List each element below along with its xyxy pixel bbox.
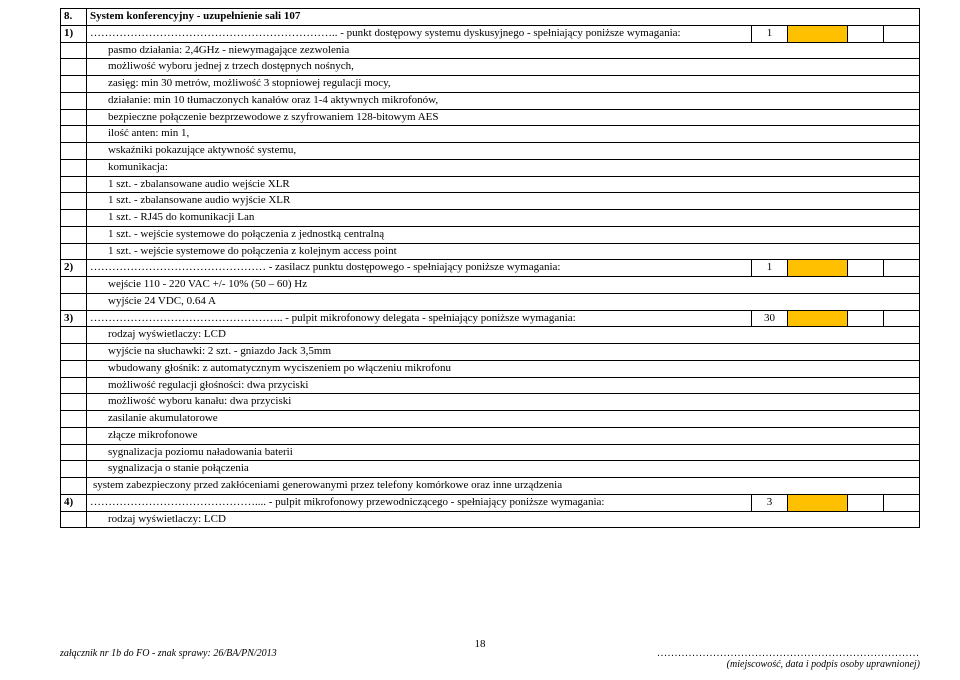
spec-line: system zabezpieczony przed zakłóceniami … (87, 478, 920, 495)
row-lead: …………………………………………….. - pulpit mikrofonowy… (87, 310, 752, 327)
blank-cell (847, 25, 883, 42)
row-num: 4) (61, 494, 87, 511)
blank-cell (847, 260, 883, 277)
spec-line: 1 szt. - wejście systemowe do połączenia… (90, 245, 916, 259)
row-num: 2) (61, 260, 87, 277)
spec-line: działanie: min 10 tłumaczonych kanałów o… (90, 94, 916, 108)
spec-line: wskaźniki pokazujące aktywność systemu, (90, 144, 916, 158)
spec-line: bezpieczne połączenie bezprzewodowe z sz… (90, 111, 916, 125)
blank-cell (883, 260, 919, 277)
price-cell (787, 494, 847, 511)
blank-cell (847, 494, 883, 511)
blank-cell (847, 310, 883, 327)
spec-line: złącze mikrofonowe (90, 429, 916, 443)
spec-line: rodzaj wyświetlaczy: LCD (90, 328, 916, 342)
spec-line: możliwość wyboru kanału: dwa przyciski (90, 395, 916, 409)
section-title: System konferencyjny - uzupełnienie sali… (87, 9, 920, 26)
row-qty: 30 (751, 310, 787, 327)
spec-line: rodzaj wyświetlaczy: LCD (90, 513, 916, 527)
spec-line: 1 szt. - wejście systemowe do połączenia… (90, 228, 916, 242)
price-cell (787, 25, 847, 42)
signature-caption: (miejscowość, data i podpis osoby uprawn… (727, 659, 920, 670)
spec-line: 1 szt. - zbalansowane audio wyjście XLR (90, 194, 916, 208)
table-row: 3) …………………………………………….. - pulpit mikrofon… (61, 310, 920, 327)
spec-line: zasilanie akumulatorowe (90, 412, 916, 426)
spec-line: wejście 110 - 220 VAC +/- 10% (50 – 60) … (90, 278, 916, 292)
blank-cell (883, 25, 919, 42)
section-row: 8. System konferencyjny - uzupełnienie s… (61, 9, 920, 26)
spec-line: zasięg: min 30 metrów, możliwość 3 stopn… (90, 77, 916, 91)
footer: załącznik nr 1b do FO - znak sprawy: 26/… (60, 648, 920, 670)
row-lead: ………………………………………… - zasilacz punktu dostę… (87, 260, 752, 277)
blank-cell (883, 494, 919, 511)
table-row: 4) ……………………………………….... - pulpit mikrofon… (61, 494, 920, 511)
spec-line: możliwość wyboru jednej z trzech dostępn… (90, 60, 916, 74)
row-qty: 1 (751, 25, 787, 42)
spec-line: sygnalizacja o stanie połączenia (90, 462, 916, 476)
spec-line: wyjście 24 VDC, 0.64 A (90, 295, 916, 309)
spec-line: sygnalizacja poziomu naładowania baterii (90, 446, 916, 460)
footer-left: załącznik nr 1b do FO - znak sprawy: 26/… (60, 648, 277, 659)
spec-line: komunikacja: (90, 161, 916, 175)
table-row: 1) ………………………………………………………….. - punkt dost… (61, 25, 920, 42)
document-page: 8. System konferencyjny - uzupełnienie s… (0, 0, 960, 528)
table-row: 2) ………………………………………… - zasilacz punktu do… (61, 260, 920, 277)
signature-dots: ........................................… (658, 648, 921, 659)
row-num: 1) (61, 25, 87, 42)
row-num: 3) (61, 310, 87, 327)
row-qty: 3 (751, 494, 787, 511)
spec-line: 1 szt. - zbalansowane audio wejście XLR (90, 178, 916, 192)
price-cell (787, 310, 847, 327)
spec-table: 8. System konferencyjny - uzupełnienie s… (60, 8, 920, 528)
row-lead: ……………………………………….... - pulpit mikrofonowy… (87, 494, 752, 511)
row-lead: ………………………………………………………….. - punkt dostępo… (87, 25, 752, 42)
section-num: 8. (61, 9, 87, 26)
spec-line: możliwość regulacji głośności: dwa przyc… (90, 379, 916, 393)
footer-right: ........................................… (658, 648, 921, 670)
spec-line: wyjście na słuchawki: 2 szt. - gniazdo J… (90, 345, 916, 359)
blank-cell (883, 310, 919, 327)
spec-line: pasmo działania: 2,4GHz - niewymagające … (90, 44, 916, 58)
spec-line: wbudowany głośnik: z automatycznym wycis… (90, 362, 916, 376)
price-cell (787, 260, 847, 277)
row-qty: 1 (751, 260, 787, 277)
spec-line: 1 szt. - RJ45 do komunikacji Lan (90, 211, 916, 225)
spec-line: ilość anten: min 1, (90, 127, 916, 141)
